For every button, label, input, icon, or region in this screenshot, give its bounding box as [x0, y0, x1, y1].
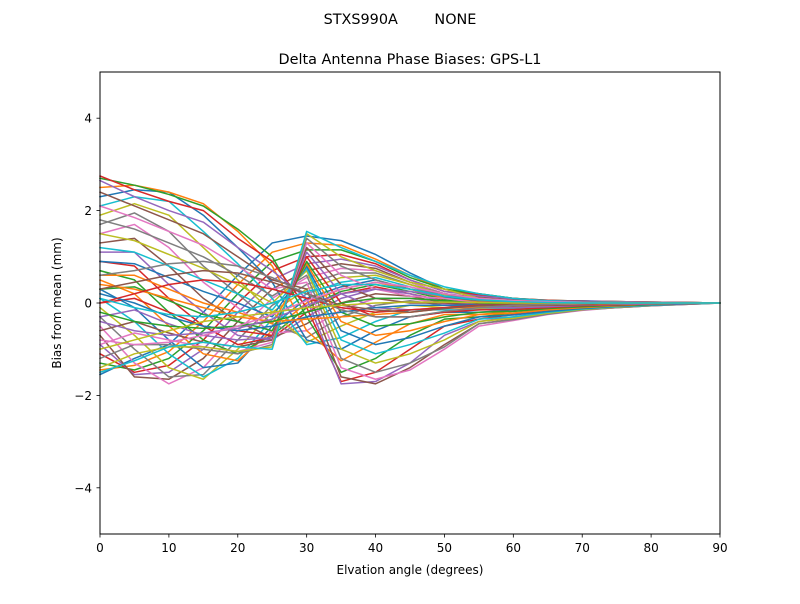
chart-title: Delta Antenna Phase Biases: GPS-L1 [279, 52, 542, 68]
x-tick-label: 50 [437, 541, 452, 555]
x-tick-label: 60 [506, 541, 521, 555]
y-tick-label: 2 [84, 204, 92, 218]
x-tick-label: 20 [230, 541, 245, 555]
figure-suptitle: STXS990A NONE [324, 12, 477, 28]
series-line-49 [99, 301, 721, 351]
x-tick-label: 90 [712, 541, 727, 555]
y-axis-label: Bias from mean (mm) [50, 237, 64, 368]
y-tick-label: 4 [84, 112, 92, 126]
y-axis-ticks: −4 −2 0 2 4 [74, 112, 100, 495]
y-tick-label: −4 [74, 481, 92, 495]
series-line-21 [99, 189, 721, 350]
x-tick-label: 40 [368, 541, 383, 555]
series-line-24 [99, 174, 721, 383]
y-tick-label: 0 [84, 297, 92, 311]
series-lines [98, 174, 721, 385]
y-tick-label: −2 [74, 389, 92, 403]
x-tick-label: 70 [575, 541, 590, 555]
series-line-7 [98, 267, 721, 385]
x-tick-label: 10 [161, 541, 176, 555]
x-axis-ticks: 0 10 20 30 40 50 60 70 80 90 [96, 534, 728, 555]
x-axis-label: Elvation angle (degrees) [337, 563, 484, 577]
x-tick-label: 80 [643, 541, 658, 555]
series-line-50 [99, 283, 721, 318]
x-tick-label: 0 [96, 541, 104, 555]
x-tick-label: 30 [299, 541, 314, 555]
